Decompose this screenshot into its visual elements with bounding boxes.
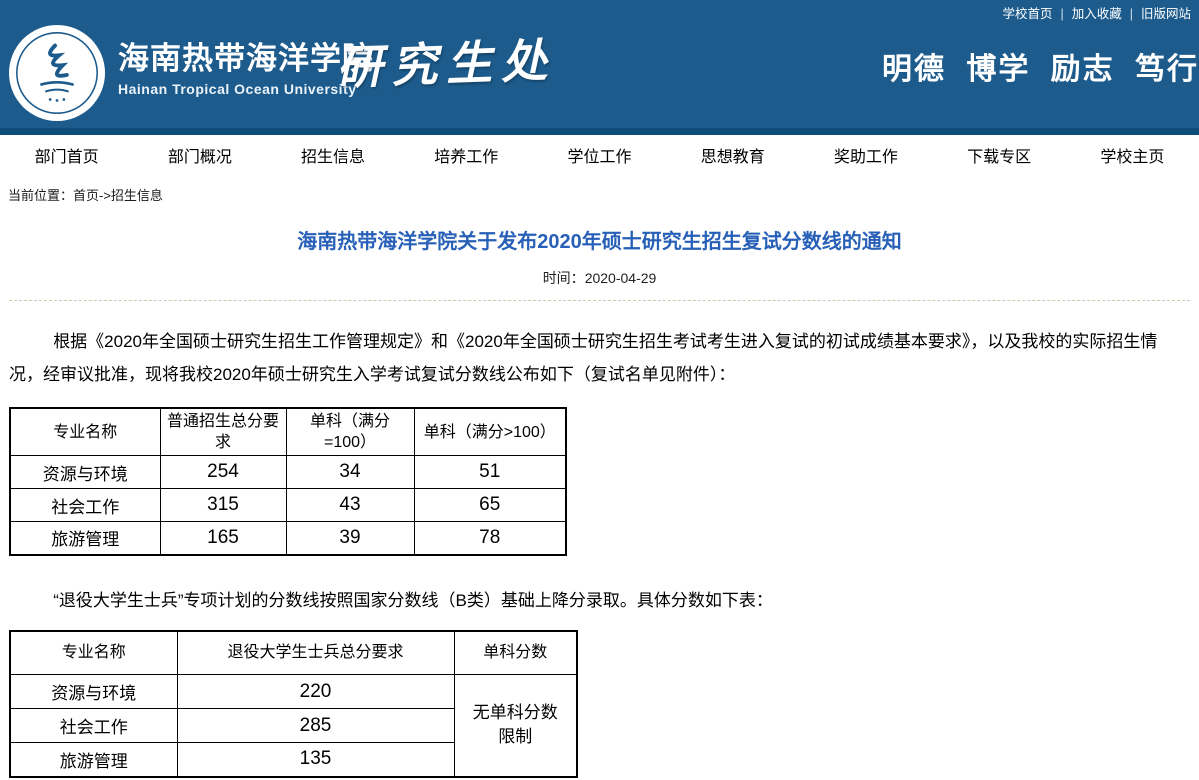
dotted-divider — [9, 300, 1190, 301]
time-label: 时间： — [542, 270, 585, 286]
nav-item-dept-home[interactable]: 部门首页 — [34, 149, 99, 166]
table-cell: 39 — [285, 521, 415, 555]
table-cell: 254 — [159, 455, 287, 489]
article-title: 海南热带海洋学院关于发布2020年硕士研究生招生复试分数线的通知 — [297, 231, 902, 253]
table-cell: 165 — [159, 521, 287, 555]
breadcrumb: 当前位置：首页->招生信息 — [0, 175, 1199, 203]
table-cell: 旅游管理 — [9, 521, 161, 555]
table-cell: 315 — [159, 488, 287, 522]
table-header-row: 专业名称 普通招生总分要求 单科（满分=100） 单科（满分>100） — [9, 407, 567, 456]
nav-item-degree-work[interactable]: 学位工作 — [567, 149, 632, 166]
university-seal-icon — [8, 24, 106, 122]
header-divider-bar — [0, 128, 1199, 135]
table-cell: 135 — [176, 742, 455, 777]
toplink-separator: | — [1060, 7, 1064, 21]
table-cell-merged-note: 无单科分数限制 — [453, 674, 578, 777]
table-header-cell: 普通招生总分要求 — [159, 407, 287, 456]
table-cell: 51 — [413, 455, 567, 489]
university-name-block: 海南热带海洋学院 Hainan Tropical Ocean Universit… — [118, 33, 374, 97]
table-header-cell: 退役大学生士兵总分要求 — [176, 630, 455, 675]
table-cell: 65 — [413, 488, 567, 522]
toplink-add-favorite[interactable]: 加入收藏 — [1071, 7, 1122, 21]
toplink-separator: | — [1129, 7, 1133, 21]
university-name-en: Hainan Tropical Ocean University — [118, 81, 357, 97]
table-header-row: 专业名称 退役大学生士兵总分要求 单科分数 — [9, 630, 578, 675]
time-value: 2020-04-29 — [584, 270, 657, 286]
nav-item-admissions-info[interactable]: 招生信息 — [301, 149, 366, 166]
paragraph-intro: 根据《2020年全国硕士研究生招生工作管理规定》和《2020年全国硕士研究生招生… — [9, 332, 1158, 384]
table-header-cell: 专业名称 — [9, 630, 178, 675]
table-header-cell: 单科（满分>100） — [413, 407, 567, 456]
university-name-cn: 海南热带海洋学院 — [118, 41, 374, 76]
table-cell: 43 — [285, 488, 415, 522]
table-row: 旅游管理 135 — [9, 742, 577, 777]
table-cell: 34 — [285, 455, 415, 489]
article: 海南热带海洋学院关于发布2020年硕士研究生招生复试分数线的通知 时间：2020… — [0, 225, 1199, 778]
score-table-general: 专业名称 普通招生总分要求 单科（满分=100） 单科（满分>100） 资源与环… — [9, 407, 567, 556]
main-nav: 部门首页 部门概况 招生信息 培养工作 学位工作 思想教育 奖助工作 下载专区 … — [0, 135, 1199, 175]
table-cell: 资源与环境 — [9, 674, 178, 709]
table-cell: 285 — [176, 708, 455, 743]
table-cell: 220 — [176, 674, 455, 709]
table-row: 旅游管理 165 39 78 — [9, 521, 567, 555]
site-header: 学校首页 | 加入收藏 | 旧版网站 海南热带海洋学院 Hainan Tropical … — [0, 0, 1199, 128]
nav-item-school-site[interactable]: 学校主页 — [1100, 149, 1165, 166]
table-row: 资源与环境 254 34 51 — [9, 455, 567, 489]
table-row: 社会工作 285 — [9, 708, 577, 743]
table-header-cell: 单科（满分=100） — [285, 407, 415, 456]
table-cell: 资源与环境 — [9, 455, 161, 489]
table-row: 资源与环境 220 无单科分数限制 — [9, 674, 578, 777]
table-header-cell: 单科分数 — [453, 630, 578, 675]
table-cell: 社会工作 — [9, 708, 178, 743]
paragraph-veterans-plan: “退役大学生士兵”专项计划的分数线按照国家分数线（B类）基础上降分录取。具体分数… — [53, 590, 773, 610]
breadcrumb-label: 当前位置： — [8, 188, 74, 203]
toplink-old-site[interactable]: 旧版网站 — [1140, 7, 1191, 21]
table-cell: 旅游管理 — [9, 742, 178, 777]
university-motto: 明德 博学 励志 笃行 — [881, 53, 1199, 86]
article-time: 时间：2020-04-29 — [9, 268, 1190, 288]
breadcrumb-path[interactable]: 首页->招生信息 — [73, 188, 163, 203]
nav-item-downloads[interactable]: 下载专区 — [967, 149, 1032, 166]
table-header-cell: 专业名称 — [9, 407, 161, 456]
table-row: 社会工作 315 43 65 — [9, 488, 567, 522]
department-title-calligraphy: 研究生处 — [335, 33, 557, 95]
toplink-school-home[interactable]: 学校首页 — [1002, 7, 1053, 21]
nav-item-ideology-education[interactable]: 思想教育 — [700, 149, 765, 166]
nav-item-training[interactable]: 培养工作 — [434, 149, 499, 166]
table-cell: 社会工作 — [9, 488, 161, 522]
table-cell: 78 — [413, 521, 567, 555]
top-utility-links: 学校首页 | 加入收藏 | 旧版网站 — [1002, 3, 1191, 22]
nav-item-financial-aid[interactable]: 奖助工作 — [833, 149, 898, 166]
score-table-veterans: 专业名称 退役大学生士兵总分要求 单科分数 资源与环境 220 无单科分数限制 … — [9, 629, 578, 778]
nav-item-dept-overview[interactable]: 部门概况 — [167, 149, 232, 166]
